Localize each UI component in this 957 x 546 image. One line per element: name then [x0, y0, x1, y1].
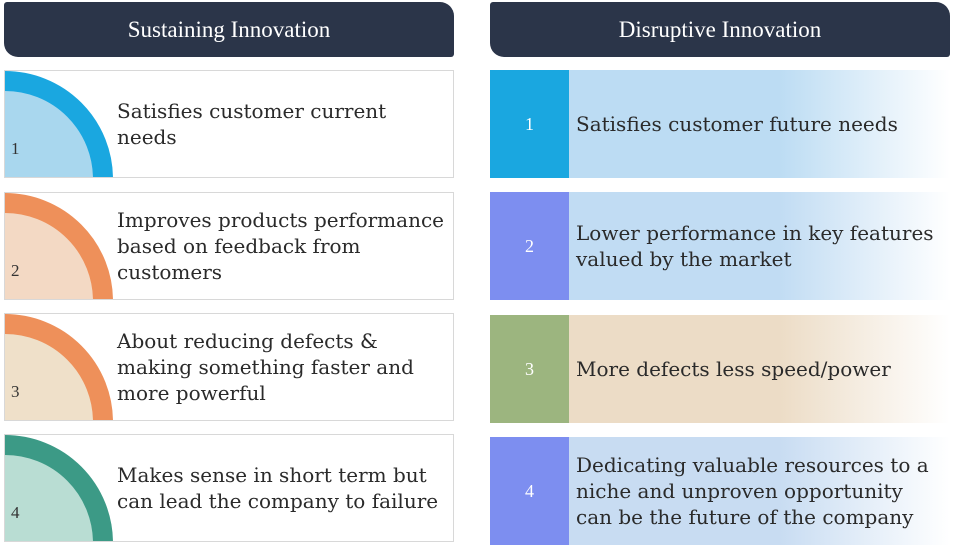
disruptive-card-1: 1 Satisfies customer future needs — [490, 70, 950, 178]
number-block: 4 — [490, 437, 569, 545]
number-block: 1 — [490, 70, 569, 178]
sustaining-card-4: 4 Makes sense in short term but can lead… — [4, 434, 454, 542]
disruptive-header: Disruptive Innovation — [490, 2, 950, 57]
quarter-arc-icon — [5, 71, 113, 177]
disruptive-title: Disruptive Innovation — [618, 16, 822, 42]
sustaining-text: Satisfies customer current needs — [117, 99, 387, 149]
gradient-band — [569, 437, 950, 545]
number-block: 2 — [490, 192, 569, 300]
sustaining-number: 2 — [11, 261, 20, 280]
sustaining-title: Sustaining Innovation — [127, 16, 331, 42]
sustaining-card-2: 2 Improves products performance based on… — [4, 192, 454, 300]
sustaining-text: Makes sense in short term but can lead t… — [117, 463, 439, 513]
disruptive-text: More defects less speed/power — [576, 357, 891, 381]
disruptive-text: Lower performance in key features valued… — [576, 221, 934, 271]
sustaining-number: 4 — [11, 503, 20, 522]
disruptive-number: 3 — [525, 358, 534, 379]
quarter-arc-icon — [5, 435, 113, 541]
disruptive-card-4: 4 Dedicating valuable resources to a nic… — [490, 437, 950, 545]
sustaining-number: 3 — [11, 382, 20, 401]
disruptive-number: 1 — [525, 113, 534, 134]
number-block: 3 — [490, 315, 569, 423]
disruptive-text: Dedicating valuable resources to a niche… — [576, 453, 929, 529]
disruptive-card-3: 3 More defects less speed/power — [490, 315, 950, 423]
sustaining-card-3: 3 About reducing defects & making someth… — [4, 313, 454, 421]
sustaining-number: 1 — [11, 139, 20, 158]
gradient-band — [569, 315, 950, 423]
sustaining-header: Sustaining Innovation — [4, 2, 454, 57]
sustaining-text: About reducing defects & making somethin… — [117, 329, 414, 405]
gradient-band — [569, 70, 950, 178]
disruptive-number: 4 — [525, 480, 534, 501]
quarter-arc-icon — [5, 314, 113, 420]
sustaining-card-1: 1 Satisfies customer current needs — [4, 70, 454, 178]
disruptive-number: 2 — [525, 235, 534, 256]
gradient-band — [569, 192, 950, 300]
disruptive-text: Satisfies customer future needs — [576, 112, 898, 136]
sustaining-text: Improves products performance based on f… — [117, 208, 444, 284]
disruptive-card-2: 2 Lower performance in key features valu… — [490, 192, 950, 300]
quarter-arc-icon — [5, 193, 113, 299]
